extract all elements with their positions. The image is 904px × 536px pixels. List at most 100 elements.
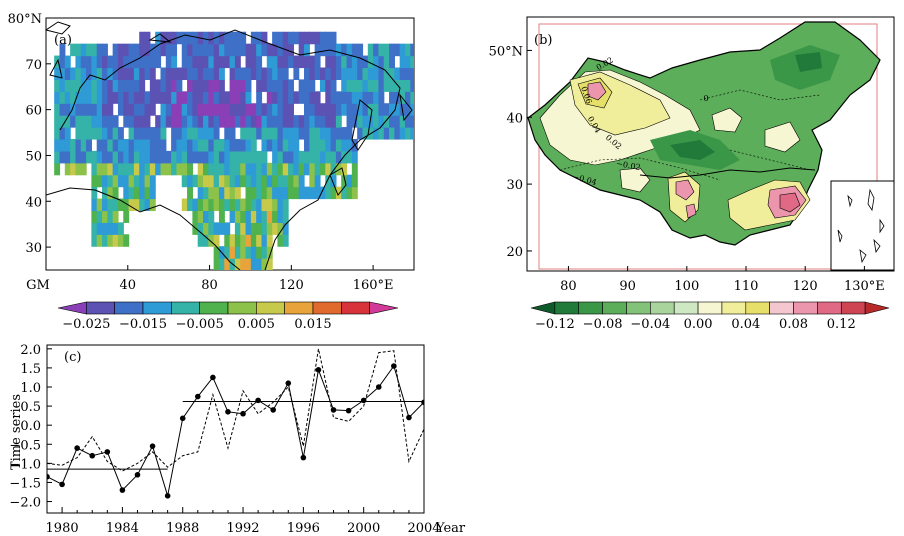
field-cell	[240, 127, 247, 140]
field-cell	[229, 234, 236, 247]
field-cell	[107, 198, 114, 212]
field-cell	[245, 150, 252, 164]
field-cell	[187, 55, 193, 69]
field-cell	[293, 138, 300, 152]
field-cell	[224, 234, 231, 247]
field-cell	[405, 115, 411, 128]
field-cell	[208, 115, 215, 128]
colorbar-swatch	[530, 301, 556, 315]
series-point	[74, 445, 80, 451]
field-cell	[70, 103, 77, 116]
field-cell	[107, 103, 114, 116]
field-cell	[213, 31, 220, 45]
field-cell	[256, 91, 263, 104]
field-cell	[80, 43, 87, 57]
field-cell	[394, 67, 401, 80]
field-cell	[373, 79, 380, 92]
field-cell	[245, 258, 252, 270]
field-cell	[181, 55, 188, 69]
field-cell	[128, 115, 135, 128]
field-cell	[64, 162, 71, 176]
field-cell	[192, 150, 199, 164]
field-cell	[112, 79, 119, 92]
field-cell	[213, 138, 220, 152]
field-cell	[341, 67, 348, 80]
field-cell	[149, 55, 156, 69]
panel-a-coastline	[59, 29, 401, 270]
x-tick-label: 130°E	[844, 279, 885, 294]
field-cell	[107, 174, 114, 188]
field-cell	[234, 79, 241, 92]
field-cell	[272, 103, 279, 116]
field-cell	[245, 162, 252, 176]
field-cell	[309, 67, 316, 80]
field-cell	[80, 138, 87, 152]
field-cell	[91, 115, 98, 128]
field-cell	[218, 91, 225, 104]
field-cell	[362, 127, 369, 140]
field-cell	[218, 174, 225, 188]
field-cell	[218, 67, 225, 80]
colorbar-label: 0.12	[827, 317, 856, 332]
field-cell	[341, 91, 348, 104]
field-cell	[133, 138, 140, 152]
panel-b: (b) 0.020.060.040.02−0.02−0.040 50°N4030…	[489, 16, 895, 332]
field-cell	[357, 127, 364, 140]
field-cell	[203, 198, 209, 212]
field-cell	[117, 234, 124, 247]
field-cell	[266, 138, 273, 152]
field-cell	[405, 127, 411, 140]
field-cell	[197, 127, 204, 140]
field-cell	[165, 79, 172, 92]
field-cell	[102, 198, 108, 212]
field-cell	[112, 210, 119, 223]
field-cell	[59, 67, 66, 80]
field-cell	[208, 174, 215, 188]
field-cell	[197, 138, 204, 152]
field-cell	[293, 115, 300, 128]
series-solid	[47, 364, 424, 496]
field-cell	[351, 162, 358, 176]
field-cell	[80, 127, 87, 140]
field-cell	[240, 79, 247, 92]
field-cell	[378, 55, 385, 69]
field-cell	[256, 31, 263, 45]
panel-c-frame	[46, 344, 425, 514]
x-tick-label: 1984	[106, 521, 139, 536]
colorbar-label: −0.015	[119, 317, 167, 332]
panel-b-x-axis: 80 90 100 110 120 130°E	[560, 266, 885, 294]
field-cell	[203, 43, 209, 57]
field-cell	[197, 174, 204, 188]
field-cell	[144, 174, 151, 188]
field-cell	[330, 67, 337, 80]
field-cell	[213, 127, 220, 140]
field-cell	[330, 31, 337, 45]
field-cell	[272, 174, 279, 188]
field-cell	[304, 31, 310, 45]
field-cell	[272, 55, 279, 69]
field-cell	[181, 127, 188, 140]
field-cell	[128, 162, 135, 176]
series-point	[179, 415, 186, 422]
field-cell	[224, 91, 231, 104]
field-cell	[319, 103, 326, 116]
field-cell	[383, 127, 390, 140]
field-cell	[70, 138, 77, 152]
panel-b-peak-region	[675, 179, 697, 219]
field-cell	[266, 234, 273, 247]
colorbar-swatch	[864, 301, 890, 315]
field-cell	[218, 150, 225, 164]
field-cell	[208, 55, 215, 69]
colorbar-swatch	[86, 301, 115, 315]
field-cell	[149, 43, 156, 57]
field-cell	[218, 43, 225, 57]
field-cell	[187, 115, 193, 128]
field-cell	[330, 103, 337, 116]
field-cell	[266, 67, 273, 80]
field-cell	[218, 258, 225, 270]
field-cell	[203, 138, 209, 152]
field-cell	[351, 43, 358, 57]
field-cell	[165, 162, 172, 176]
field-cell	[256, 43, 263, 57]
field-cell	[155, 91, 162, 104]
